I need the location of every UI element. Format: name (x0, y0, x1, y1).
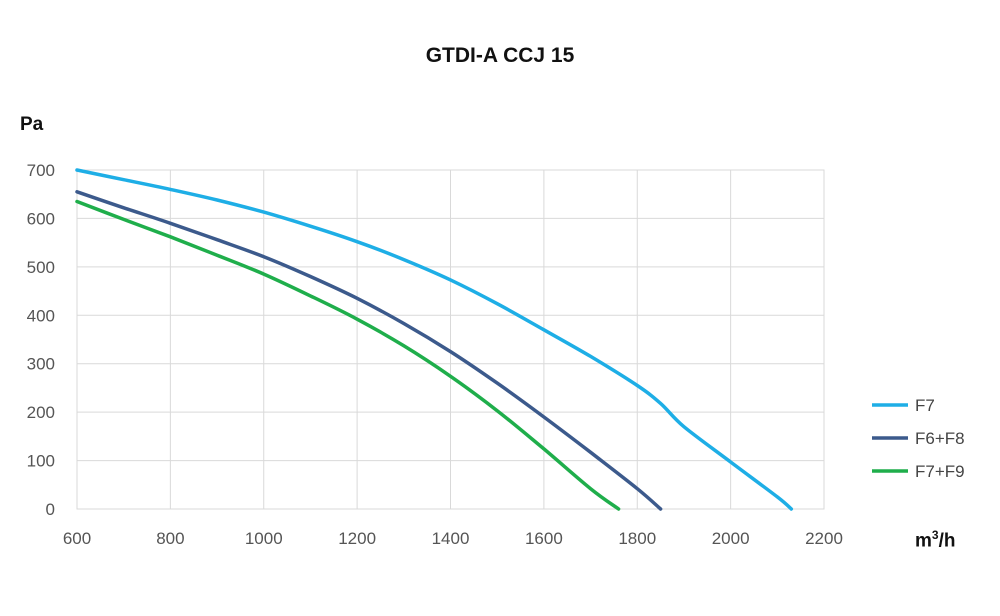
y-tick-label: 300 (27, 355, 55, 374)
y-tick-label: 0 (46, 500, 55, 519)
x-tick-label: 1200 (338, 529, 376, 548)
series-line-f6-f8 (75, 190, 663, 511)
legend-label: F7+F9 (915, 462, 965, 481)
legend-label: F7 (915, 396, 935, 415)
x-tick-label: 1000 (245, 529, 283, 548)
chart-title: GTDI-A CCJ 15 (425, 44, 575, 67)
x-tick-label: 2200 (805, 529, 843, 548)
y-tick-label: 200 (27, 403, 55, 422)
x-tick-label: 1400 (432, 529, 470, 548)
x-axis-label-rest: /h (938, 530, 956, 552)
x-tick-label: 600 (63, 529, 91, 548)
series-line-f7-f9 (75, 199, 621, 511)
x-tick-label: 800 (156, 529, 184, 548)
legend-label: F6+F8 (915, 429, 965, 448)
x-tick-label: 1600 (525, 529, 563, 548)
x-axis-label-sup: 3 (931, 528, 939, 542)
x-tick-label: 2000 (712, 529, 750, 548)
series-line-f7 (75, 168, 794, 511)
x-axis-label: m3/h (915, 528, 955, 552)
y-tick-label: 400 (27, 306, 55, 325)
x-tick-label: 1800 (618, 529, 656, 548)
x-axis-label-base: m (915, 530, 932, 552)
y-axis-label: Pa (20, 114, 44, 135)
y-tick-label: 100 (27, 452, 55, 471)
y-tick-label: 700 (27, 161, 55, 180)
y-tick-label: 600 (27, 209, 55, 228)
y-tick-label: 500 (27, 258, 55, 277)
